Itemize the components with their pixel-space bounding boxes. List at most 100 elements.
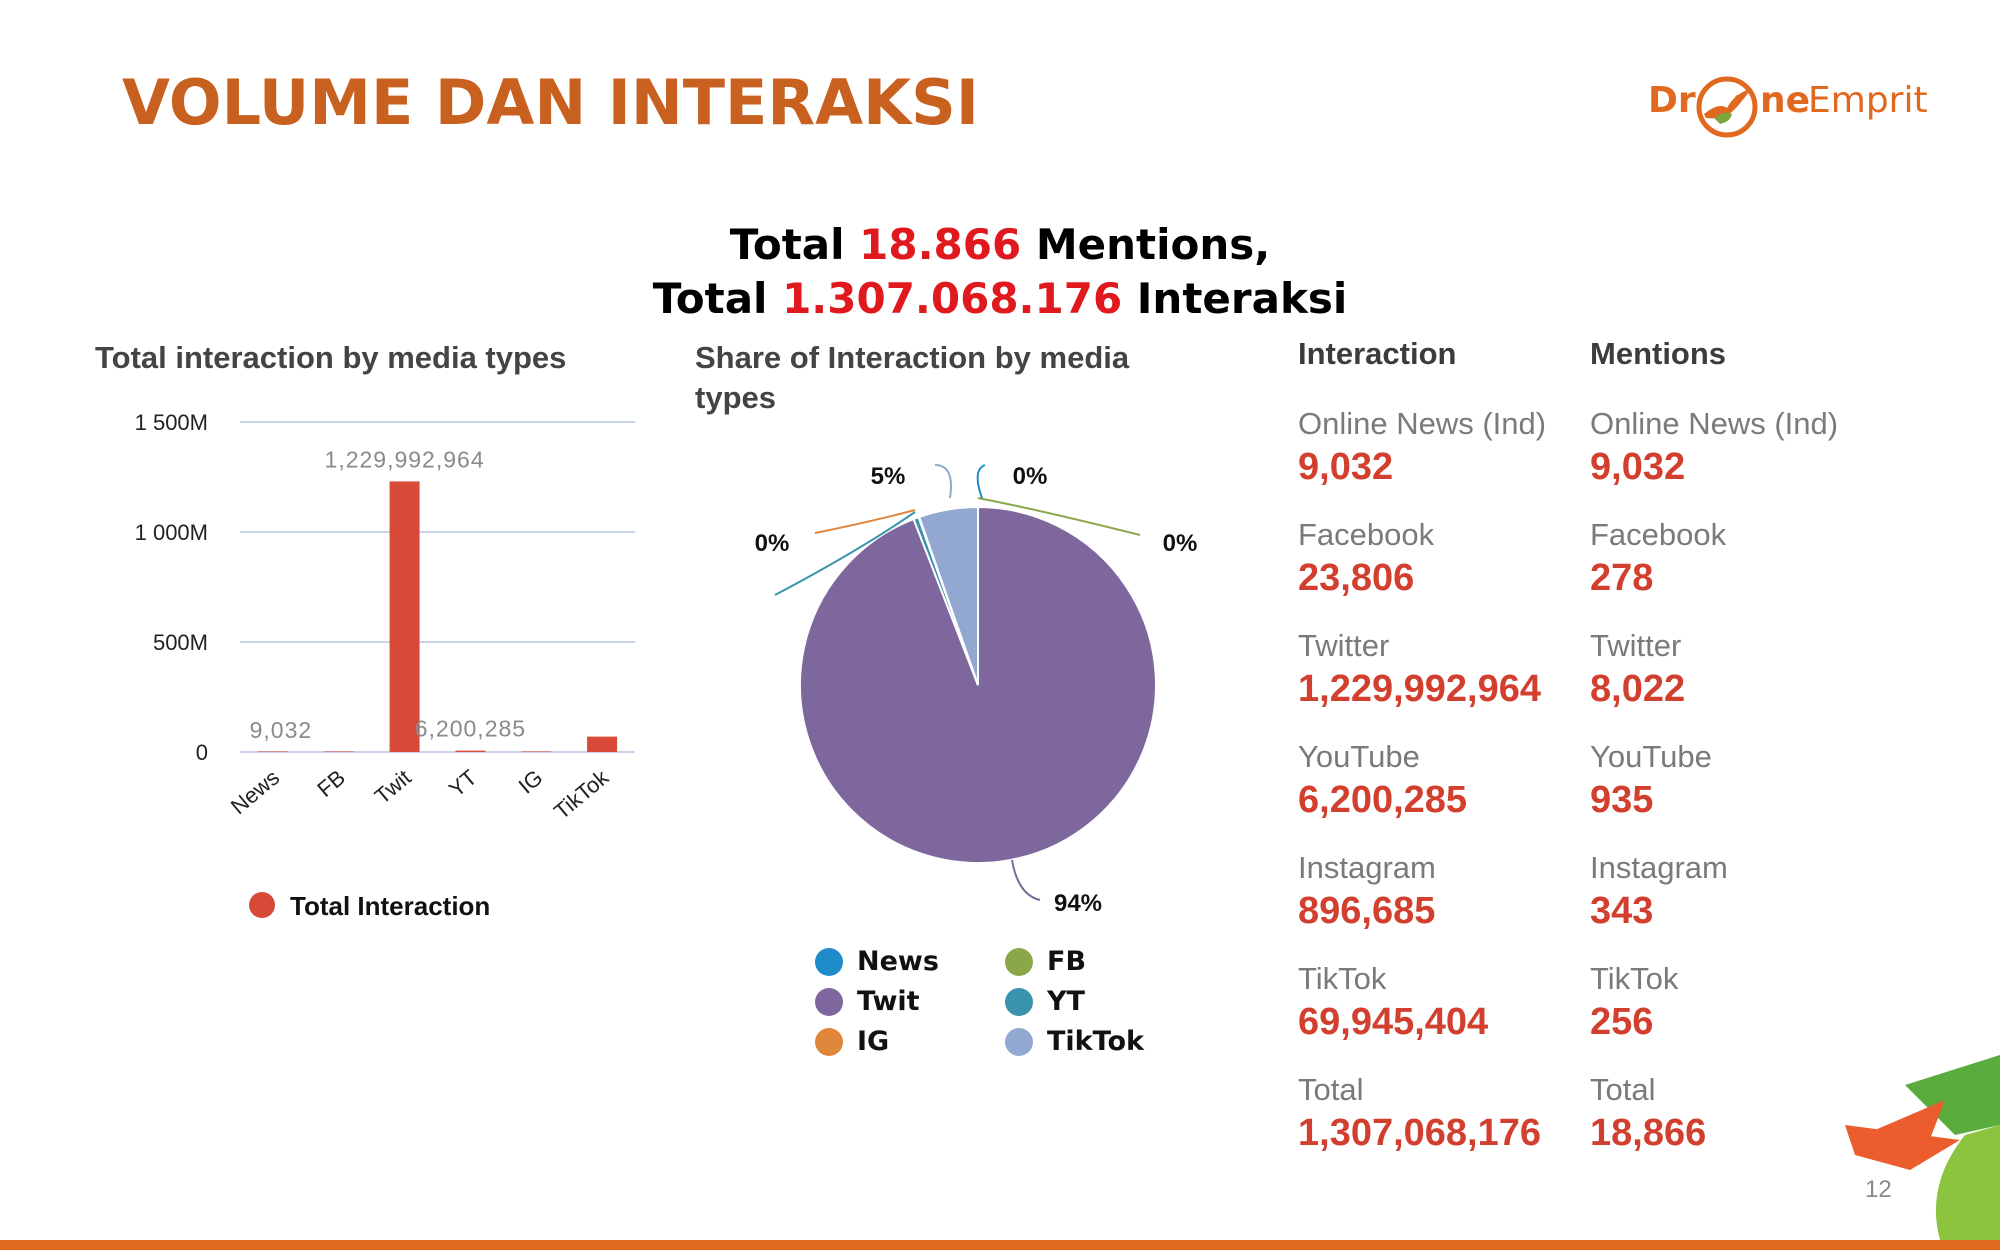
bar-ytick-label: 1 000M [135,520,208,545]
interaction-stat-label: YouTube [1298,739,1420,774]
interaction-stat-value: 1,307,068,176 [1298,1112,1542,1154]
headline-line-interactions: Total 1.307.068.176 Interaksi [0,272,2000,326]
interaction-stat-4: Instagram 896,685 [1298,850,1436,933]
bar-fb [323,751,354,752]
headline-suffix: Mentions, [1021,220,1271,269]
logo-text-emprit: Emprit [1808,80,1928,121]
mentions-stat-label: TikTok [1590,961,1679,996]
bar-chart: 0 500M 1 000M 1 500M 9,032 News FB 1,229,992,96… [135,410,635,921]
pie-slice-tiktok [917,505,979,686]
pie-legend-marker [815,1027,843,1056]
bar-xtick-label: FB [312,765,350,802]
mentions-stat-value: 9,032 [1590,446,1686,488]
interaction-stat-label: Online News (Ind) [1298,406,1547,441]
interaction-stat-value: 9,032 [1298,446,1394,488]
headline-line-mentions: Total 18.866 Mentions, [0,218,2000,272]
bar-news [257,751,288,752]
pie-legend-item-fb: FB [1005,945,1086,977]
interaction-stat-value: 6,200,285 [1298,779,1468,821]
pie-data-label: 0% [1163,530,1198,557]
pie-legend-item-twit: Twit [815,985,920,1017]
corner-leaf-decoration [1845,1055,2000,1240]
pie-leader-line [934,464,952,499]
bar-xtick-label: News [226,765,284,820]
bar-ytick-label: 0 [196,740,208,765]
interaction-heading: Interaction [1298,336,1457,371]
interaction-stat-2: Twitter 1,229,992,964 [1298,628,1541,711]
pie-leader-line [976,464,986,499]
interaction-stat-value: 1,229,992,964 [1298,668,1542,710]
pie-chart: 0% 94% 0% 0% 5% [755,463,1198,917]
headline-prefix: Total [652,274,783,323]
pie-legend-item-tiktok: TikTok [1005,1025,1144,1057]
mentions-stat-label: YouTube [1590,739,1712,774]
pie-legend-label: YT [1047,986,1085,1017]
headline-mentions-value: 18.866 [859,220,1022,269]
pie-legend-label: Twit [857,986,920,1017]
interaction-stat-6: Total 1,307,068,176 [1298,1072,1541,1155]
mentions-stat-label: Instagram [1590,850,1728,885]
bar-data-label: 1,229,992,964 [325,446,485,472]
mentions-stat-value: 8,022 [1590,668,1686,710]
pie-data-label: 0% [1013,463,1048,490]
mentions-stat-value: 18,866 [1590,1112,1707,1154]
mentions-stats-column: Mentions Online News (Ind) 9,032 Facebook 2… [1590,336,1880,1176]
mentions-stat-label: Online News (Ind) [1590,406,1839,441]
brand-logo: Dr ne Emprit [1648,72,1928,138]
mentions-stat-0: Online News (Ind) 9,032 [1590,406,1838,489]
mentions-stat-label: Twitter [1590,628,1682,663]
page-title: VOLUME DAN INTERAKSI [122,66,979,139]
pie-data-label: 0% [755,530,790,557]
interaction-stat-1: Facebook 23,806 [1298,517,1434,600]
mentions-stat-4: Instagram 343 [1590,850,1728,933]
headline-summary: Total 18.866 Mentions, Total 1.307.068.1… [0,218,2000,326]
bar-xtick-label: YT [444,765,482,802]
pie-legend-marker [815,947,843,976]
pie-legend-label: News [857,946,939,977]
interaction-stat-label: Facebook [1298,517,1435,552]
mentions-heading: Mentions [1590,336,1727,371]
page-number: 12 [1865,1176,1892,1203]
mentions-stat-value: 278 [1590,557,1654,599]
pie-legend-marker [815,987,843,1016]
bar-xtick-label: TikTok [549,764,614,824]
mentions-stat-1: Facebook 278 [1590,517,1726,600]
bar-data-label: 6,200,285 [415,716,526,742]
pie-legend-item-yt: YT [1005,985,1085,1017]
interaction-stat-label: Instagram [1298,850,1436,885]
pie-data-label: 94% [1054,890,1102,917]
headline-interactions-value: 1.307.068.176 [782,274,1123,323]
interaction-stat-3: YouTube 6,200,285 [1298,739,1467,822]
pie-legend: News FB Twit YT IG TikTok [815,945,1215,1070]
logo-text-ne: ne [1760,80,1811,121]
bar-yt [455,750,486,752]
mentions-stat-value: 935 [1590,779,1654,821]
pie-legend-label: TikTok [1047,1026,1144,1057]
interaction-stat-value: 896,685 [1298,890,1436,932]
mentions-stat-6: Total 18,866 [1590,1072,1706,1155]
interaction-stat-value: 69,945,404 [1298,1001,1489,1043]
bar-chart-title: Total interaction by media types [95,340,567,375]
interaction-stat-value: 23,806 [1298,557,1415,599]
bar-xtick-label: IG [514,765,548,799]
pie-legend-marker [1005,987,1033,1016]
bar-legend-label: Total Interaction [290,891,490,921]
pie-legend-label: IG [857,1026,890,1057]
pie-data-label: 5% [871,463,906,490]
pie-legend-marker [1005,1027,1033,1056]
headline-prefix: Total [729,220,860,269]
mentions-stat-2: Twitter 8,022 [1590,628,1685,711]
interaction-stat-label: Twitter [1298,628,1390,663]
pie-legend-marker [1005,947,1033,976]
pie-chart-title: Share of Interaction by media types [695,340,1130,415]
bar-xtick-label: Twit [370,765,416,809]
pie-leader-line [774,511,916,596]
mentions-stat-5: TikTok 256 [1590,961,1678,1044]
pie-legend-item-news: News [815,945,939,977]
interaction-stat-0: Online News (Ind) 9,032 [1298,406,1546,489]
bar-data-label: 9,032 [250,717,313,743]
pie-leader-line [814,509,916,534]
bar-ytick-label: 1 500M [135,410,208,435]
pie-legend-item-ig: IG [815,1025,889,1057]
pie-leader-line [1011,859,1041,901]
